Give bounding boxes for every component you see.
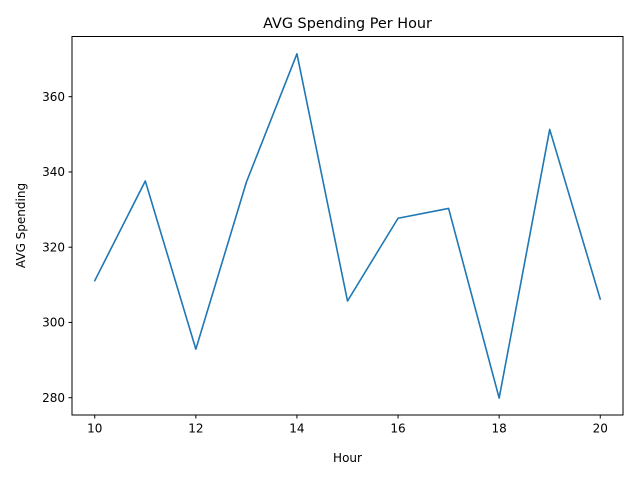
- series-line: [93, 53, 602, 399]
- y-tick-label: 280: [42, 391, 65, 405]
- y-axis: 280 300 320 340 360: [42, 90, 72, 405]
- x-tick-label: 14: [289, 422, 304, 436]
- y-axis-label: AVG Spending: [14, 183, 28, 268]
- y-tick-label: 340: [42, 165, 65, 179]
- x-tick-label: 10: [87, 422, 102, 436]
- y-tick-label: 360: [42, 90, 65, 104]
- x-tick-label: 16: [390, 422, 405, 436]
- y-tick-label: 320: [42, 240, 65, 254]
- y-tick-label: 300: [42, 316, 65, 330]
- x-axis-label: Hour: [333, 451, 362, 465]
- x-tick-label: 12: [188, 422, 203, 436]
- x-tick-label: 20: [593, 422, 608, 436]
- x-axis: 10 12 14 16 18 20: [87, 415, 608, 436]
- axes-frame: [71, 36, 624, 416]
- chart-title: AVG Spending Per Hour: [263, 16, 432, 32]
- plot-area: [93, 53, 602, 399]
- x-tick-label: 18: [492, 422, 507, 436]
